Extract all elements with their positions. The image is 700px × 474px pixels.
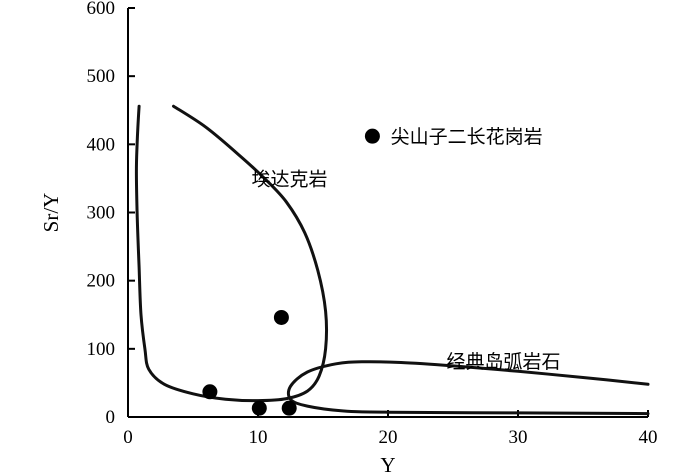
y-tick-label: 600: [87, 0, 116, 19]
y-tick-label: 100: [87, 339, 116, 360]
x-tick-label: 20: [379, 427, 398, 448]
annotation-label: 埃达克岩: [252, 168, 328, 190]
x-tick-label: 40: [639, 427, 658, 448]
annotation-label: 经典岛弧岩石: [447, 351, 561, 373]
y-axis-title: Sr/Y: [39, 193, 63, 233]
data-point: [273, 309, 289, 325]
y-tick-label: 200: [87, 271, 116, 292]
x-tick-label: 10: [249, 427, 268, 448]
legend-marker: [364, 128, 380, 144]
y-tick-label: 400: [87, 134, 116, 155]
x-tick-label: 30: [509, 427, 528, 448]
field-curve-1: [286, 360, 650, 416]
data-point: [281, 400, 297, 416]
data-points: [202, 309, 297, 416]
field-curve-0: [134, 104, 328, 403]
x-axis-title: Y: [380, 453, 395, 474]
data-point: [251, 400, 267, 416]
axes: [127, 8, 648, 418]
y-tick-label: 300: [87, 203, 116, 224]
field-boundaries: [134, 104, 650, 416]
y-tick-label: 500: [87, 66, 116, 87]
x-tick-label: 0: [123, 427, 133, 448]
annotation-label: 尖山子二长花岗岩: [391, 126, 543, 148]
y-tick-label: 0: [106, 407, 116, 428]
data-point: [202, 384, 218, 400]
